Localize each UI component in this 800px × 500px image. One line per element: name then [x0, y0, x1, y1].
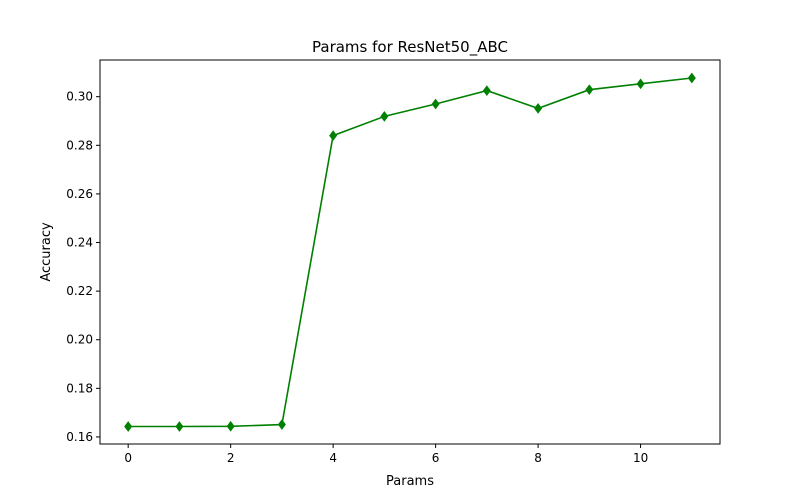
data-point-marker — [380, 111, 389, 122]
y-tick-label: 0.18 — [66, 381, 93, 395]
y-tick-label: 0.28 — [66, 138, 93, 152]
y-tick-label: 0.16 — [66, 430, 93, 444]
y-axis-ticks: 0.16 0.18 0.20 0.22 0.24 0.26 0.28 0.30 — [66, 90, 100, 444]
y-tick-label: 0.20 — [66, 333, 93, 347]
data-series — [124, 72, 696, 432]
x-axis-ticks: 0 2 4 6 8 10 — [124, 444, 648, 465]
data-point-marker — [124, 421, 133, 432]
data-point-marker — [687, 72, 696, 84]
data-point-marker — [329, 130, 338, 141]
data-point-marker — [585, 84, 594, 95]
y-axis-label: Accuracy — [39, 222, 54, 282]
y-tick-label: 0.22 — [66, 284, 93, 298]
x-tick-label: 8 — [534, 451, 542, 465]
data-point-marker — [534, 103, 543, 114]
x-axis-label: Params — [386, 474, 434, 489]
x-tick-label: 6 — [432, 451, 440, 465]
x-tick-label: 0 — [124, 451, 132, 465]
plot-frame — [99, 59, 721, 445]
y-tick-label: 0.24 — [66, 236, 93, 250]
data-point-marker — [277, 419, 286, 430]
x-tick-label: 10 — [633, 451, 648, 465]
data-point-marker — [636, 78, 645, 90]
y-tick-label: 0.30 — [66, 90, 93, 104]
x-tick-label: 2 — [227, 451, 235, 465]
series-line — [128, 77, 692, 428]
data-point-marker — [226, 420, 235, 432]
chart-title: Params for ResNet50_ABC — [312, 38, 508, 57]
data-point-marker — [431, 98, 440, 110]
data-point-marker — [175, 421, 184, 432]
y-tick-label: 0.26 — [66, 187, 93, 201]
x-tick-label: 4 — [329, 451, 337, 465]
data-point-marker — [482, 85, 491, 96]
